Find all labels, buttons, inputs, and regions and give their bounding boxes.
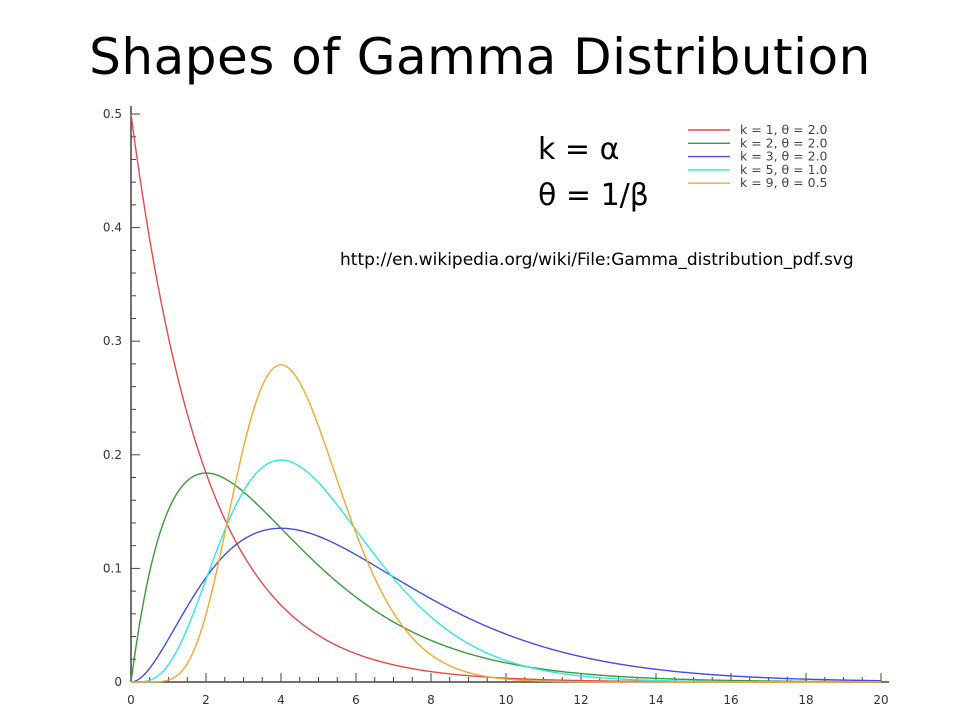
legend-label: k = 1, θ = 2.0	[740, 122, 828, 137]
note-k-equals-alpha: k = α	[538, 132, 620, 167]
x-tick-label: 0	[127, 693, 135, 707]
series-line-3	[130, 527, 882, 683]
legend-label: k = 9, θ = 0.5	[740, 175, 828, 190]
series-line-2	[130, 472, 881, 683]
x-tick-label: 4	[277, 693, 285, 707]
y-tick-label: 0	[114, 675, 122, 689]
x-tick-label: 8	[427, 693, 435, 707]
source-url[interactable]: http://en.wikipedia.org/wiki/File:Gamma_…	[340, 250, 854, 270]
y-tick-label: 0.2	[103, 448, 122, 462]
x-tick-label: 2	[202, 693, 210, 707]
legend-label: k = 5, θ = 1.0	[740, 162, 828, 177]
curves	[130, 113, 882, 683]
series-line-5	[131, 364, 881, 683]
x-tick-label: 18	[798, 693, 813, 707]
legend-label: k = 2, θ = 2.0	[740, 135, 828, 150]
x-tick-label: 14	[648, 693, 663, 707]
x-tick-label: 20	[873, 693, 888, 707]
legend: k = 1, θ = 2.0k = 2, θ = 2.0k = 3, θ = 2…	[688, 122, 828, 190]
x-tick-label: 10	[498, 693, 513, 707]
legend-label: k = 3, θ = 2.0	[740, 149, 828, 164]
y-tick-label: 0.5	[103, 107, 122, 121]
y-tick-label: 0.4	[103, 221, 122, 235]
y-tick-label: 0.3	[103, 334, 122, 348]
y-tick-label: 0.1	[103, 561, 122, 575]
series-line-1	[130, 113, 881, 683]
series-line-4	[131, 459, 881, 683]
axes: 0 2 4 6 8 10 12 14 16 18 20 0 0.1 0.2 0.3 0.4 0.5	[103, 106, 889, 707]
x-tick-label: 16	[723, 693, 738, 707]
slide-title: Shapes of Gamma Distribution	[89, 28, 871, 86]
x-tick-label: 12	[573, 693, 588, 707]
x-tick-label: 6	[352, 693, 360, 707]
note-theta-equals-one-over-beta: θ = 1/β	[538, 178, 649, 213]
